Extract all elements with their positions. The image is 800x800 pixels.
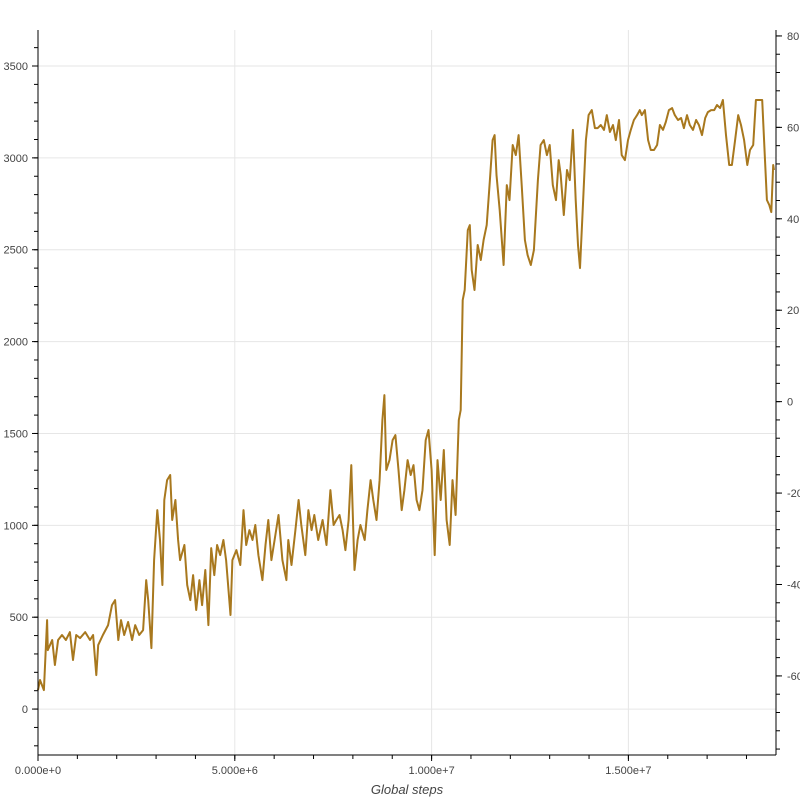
x-tick-label: 5.000e+6 [212,765,258,777]
series-group [37,99,775,692]
x-tick-label: 0.000e+0 [15,765,61,777]
y-tick-label: 2000 [4,337,28,349]
y-tick-label: 500 [10,612,28,624]
y2-tick-label: 80 [787,31,799,43]
y-tick-label: 3500 [4,61,28,73]
x-axis-title: Global steps [371,782,444,797]
axes: 0.000e+0 5.000e+6 1.000e+7 1.500e+7 0 500 1000… [4,30,800,777]
y2-tick-label: -60 [787,671,800,683]
y2-tick-label: 60 [787,122,799,134]
y-tick-label: 0 [22,704,28,716]
y2-tick-label: 20 [787,305,799,317]
x-tick-label: 1.000e+7 [409,765,455,777]
y-tick-label: 1000 [4,520,28,532]
y-tick-label: 1500 [4,428,28,440]
gridlines [37,30,776,755]
y2-tick-label: -40 [787,579,800,591]
x-tick-label: 1.500e+7 [605,765,651,777]
series-line [37,99,775,692]
y-tick-label: 2500 [4,245,28,257]
y2-tick-label: 40 [787,214,799,226]
y2-tick-label: 0 [787,397,793,409]
y-tick-label: 3000 [4,153,28,165]
y2-tick-label: -20 [787,488,800,500]
